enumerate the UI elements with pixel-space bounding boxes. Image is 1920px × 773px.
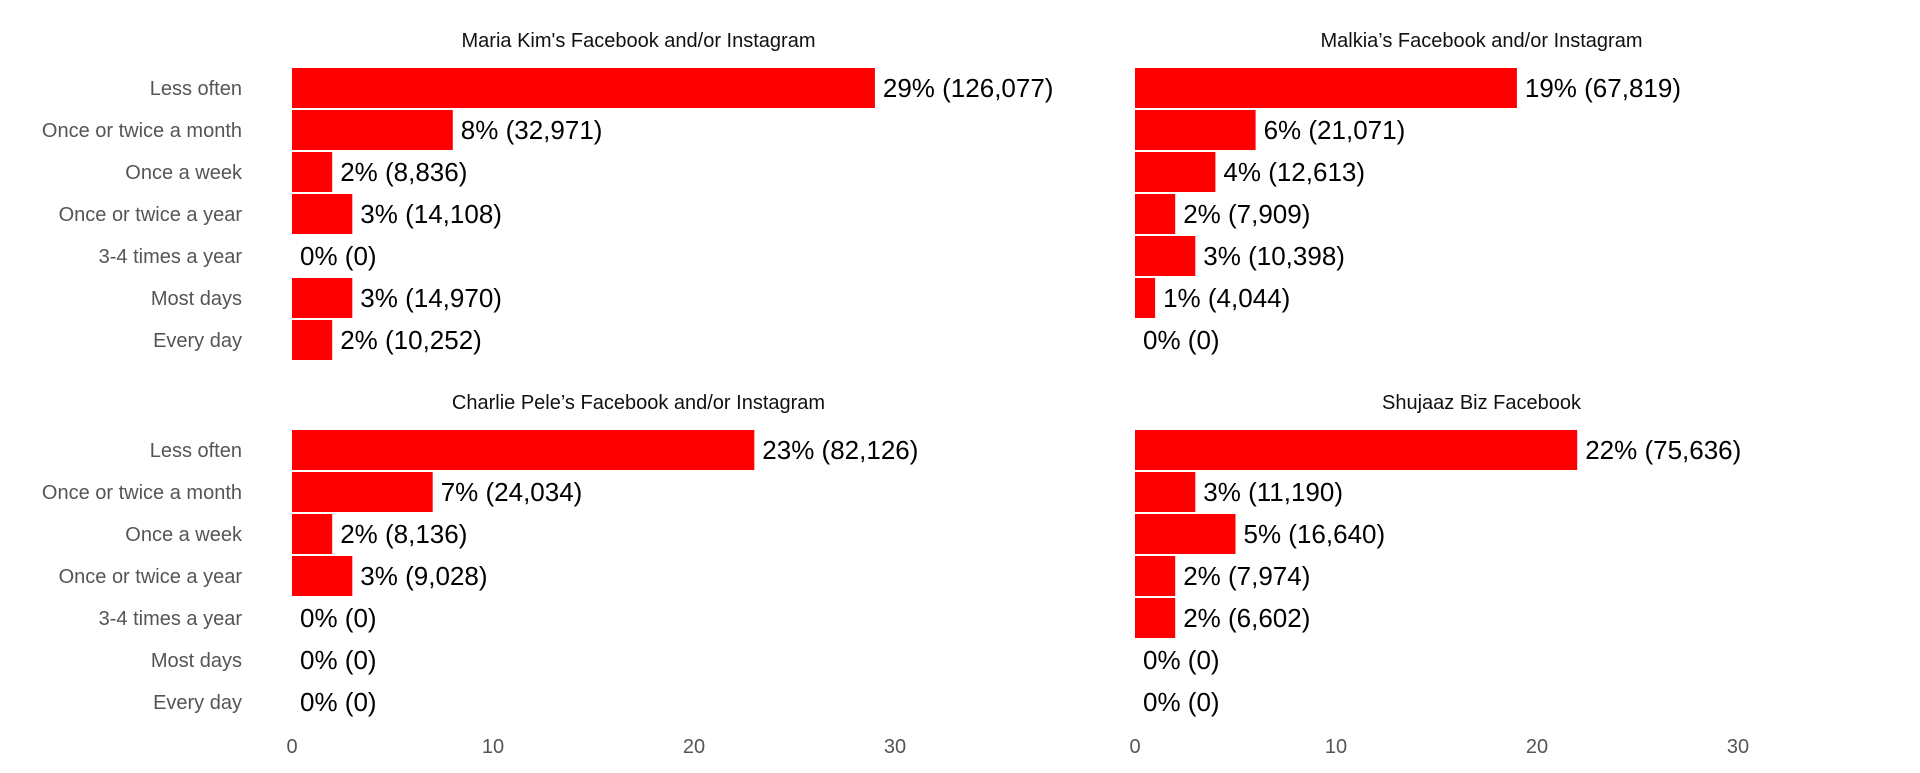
bar	[1135, 68, 1517, 108]
bar	[292, 110, 453, 150]
data-label: 2% (8,836)	[340, 157, 467, 187]
bar	[1135, 278, 1156, 318]
data-label: 3% (14,970)	[360, 283, 502, 313]
bar	[292, 472, 433, 512]
data-label: 8% (32,971)	[461, 115, 603, 145]
data-label: 0% (0)	[1143, 325, 1220, 355]
bar	[292, 152, 333, 192]
bar	[292, 68, 875, 108]
x-tick-label: 20	[1526, 736, 1548, 758]
category-label: 3-4 times a year	[99, 608, 243, 630]
category-label: Once or twice a year	[59, 566, 243, 588]
x-tick-label: 10	[1325, 736, 1347, 758]
category-label: Once a week	[125, 524, 243, 546]
bar	[1135, 430, 1578, 470]
data-label: 3% (11,190)	[1203, 477, 1343, 507]
category-label: Most days	[151, 288, 242, 310]
bar	[1135, 598, 1176, 638]
bar	[292, 194, 353, 234]
data-label: 0% (0)	[1143, 687, 1220, 717]
data-label: 3% (10,398)	[1203, 241, 1345, 271]
bar	[1135, 152, 1216, 192]
bar	[292, 556, 353, 596]
chart-panel: Malkia’s Facebook and/or Instagram 19% (6…	[1135, 30, 1681, 355]
category-label: Most days	[151, 650, 242, 672]
data-label: 2% (7,909)	[1183, 199, 1310, 229]
category-label: Less often	[150, 78, 242, 100]
data-label: 2% (8,136)	[340, 519, 467, 549]
chart-title: Maria Kim's Facebook and/or Instagram	[462, 30, 816, 52]
data-label: 0% (0)	[300, 603, 377, 633]
x-tick-label: 0	[1129, 736, 1140, 758]
category-label: Once a week	[125, 162, 243, 184]
data-label: 3% (9,028)	[360, 561, 487, 591]
bar	[292, 514, 333, 554]
bar	[292, 320, 333, 360]
data-label: 0% (0)	[1143, 645, 1220, 675]
category-label: Every day	[153, 692, 242, 714]
data-label: 19% (67,819)	[1525, 73, 1681, 103]
x-tick-label: 30	[884, 736, 906, 758]
chart-title: Malkia’s Facebook and/or Instagram	[1320, 30, 1642, 52]
category-label: 3-4 times a year	[99, 246, 243, 268]
data-label: 22% (75,636)	[1585, 435, 1741, 465]
bar	[1135, 110, 1256, 150]
x-tick-label: 30	[1727, 736, 1749, 758]
category-label: Less often	[150, 440, 242, 462]
chart-title: Charlie Pele’s Facebook and/or Instagram	[452, 392, 825, 414]
x-tick-label: 10	[482, 736, 504, 758]
chart-panel: Maria Kim's Facebook and/or Instagram Les…	[42, 30, 1054, 360]
bar	[292, 278, 353, 318]
data-label: 0% (0)	[300, 645, 377, 675]
data-label: 7% (24,034)	[441, 477, 583, 507]
bar	[1135, 556, 1176, 596]
data-label: 3% (14,108)	[360, 199, 502, 229]
chart-title: Shujaaz Biz Facebook	[1382, 392, 1582, 414]
data-label: 0% (0)	[300, 241, 377, 271]
bar	[1135, 236, 1196, 276]
data-label: 6% (21,071)	[1264, 115, 1406, 145]
data-label: 2% (7,974)	[1183, 561, 1310, 591]
category-label: Once or twice a month	[42, 120, 242, 142]
data-label: 5% (16,640)	[1244, 519, 1386, 549]
x-tick-label: 20	[683, 736, 705, 758]
bar	[1135, 514, 1236, 554]
data-label: 23% (82,126)	[762, 435, 918, 465]
x-tick-label: 0	[286, 736, 297, 758]
bar	[1135, 472, 1196, 512]
category-label: Once or twice a year	[59, 204, 243, 226]
category-label: Once or twice a month	[42, 482, 242, 504]
data-label: 4% (12,613)	[1223, 157, 1365, 187]
data-label: 1% (4,044)	[1163, 283, 1290, 313]
data-label: 2% (10,252)	[340, 325, 482, 355]
data-label: 0% (0)	[300, 687, 377, 717]
chart-panel: Charlie Pele’s Facebook and/or Instagram…	[42, 392, 919, 758]
data-label: 2% (6,602)	[1183, 603, 1310, 633]
data-label: 29% (126,077)	[883, 73, 1054, 103]
bar	[292, 430, 755, 470]
bar	[1135, 194, 1176, 234]
category-label: Every day	[153, 330, 242, 352]
